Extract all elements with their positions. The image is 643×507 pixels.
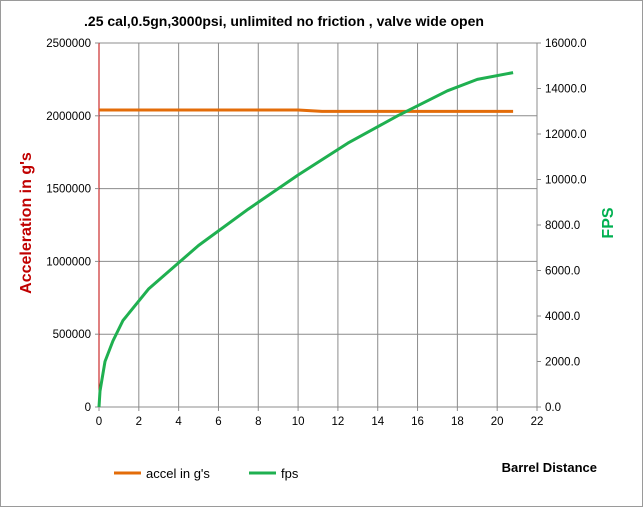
x-tick-label: 14 [371, 416, 384, 428]
right-tick-label: 2000.0 [545, 357, 580, 369]
x-tick-label: 16 [411, 416, 424, 428]
legend-label-fps: fps [281, 466, 299, 481]
left-tick-label: 1500000 [46, 184, 91, 196]
accel-series-line [99, 108, 514, 113]
grid-lines [98, 42, 538, 408]
right-axis-ticks: 0.0 2000.0 4000.0 6000.0 8000.0 10000.0 12000.… [537, 38, 587, 414]
x-tick-label: 0 [96, 416, 102, 428]
x-axis-label: Barrel Distance [502, 460, 597, 475]
right-tick-label: 14000.0 [545, 84, 587, 96]
x-axis-ticks: 0 2 4 6 8 10 12 14 16 18 20 22 [96, 407, 544, 428]
right-tick-label: 16000.0 [545, 38, 587, 50]
right-tick-label: 12000.0 [545, 129, 587, 141]
x-tick-label: 8 [255, 416, 261, 428]
left-tick-label: 500000 [53, 329, 91, 341]
right-tick-label: 6000.0 [545, 266, 580, 278]
right-tick-label: 10000.0 [545, 175, 587, 187]
x-tick-label: 4 [175, 416, 182, 428]
x-tick-label: 12 [332, 416, 345, 428]
x-tick-label: 2 [136, 416, 142, 428]
right-axis-label: FPS [600, 207, 617, 238]
x-tick-label: 6 [215, 416, 221, 428]
fps-series-line [97, 71, 514, 408]
x-tick-label: 22 [531, 416, 544, 428]
left-tick-label: 2000000 [46, 111, 91, 123]
left-tick-label: 2500000 [46, 38, 91, 50]
left-axis-ticks: 0 500000 1000000 1500000 2000000 2500000 [46, 38, 99, 414]
right-tick-label: 4000.0 [545, 311, 580, 323]
x-tick-label: 10 [292, 416, 305, 428]
legend: accel in g's fps [114, 466, 299, 481]
left-axis-label: Acceleration in g's [18, 152, 35, 294]
x-tick-label: 20 [491, 416, 504, 428]
left-tick-label: 1000000 [46, 256, 91, 268]
series-lines [97, 71, 514, 408]
chart-title: .25 cal,0.5gn,3000psi, unlimited no fric… [84, 13, 484, 29]
legend-label-accel: accel in g's [146, 466, 210, 481]
right-tick-label: 8000.0 [545, 220, 580, 232]
right-tick-label: 0.0 [545, 402, 561, 414]
left-tick-label: 0 [85, 402, 91, 414]
x-tick-label: 18 [451, 416, 464, 428]
